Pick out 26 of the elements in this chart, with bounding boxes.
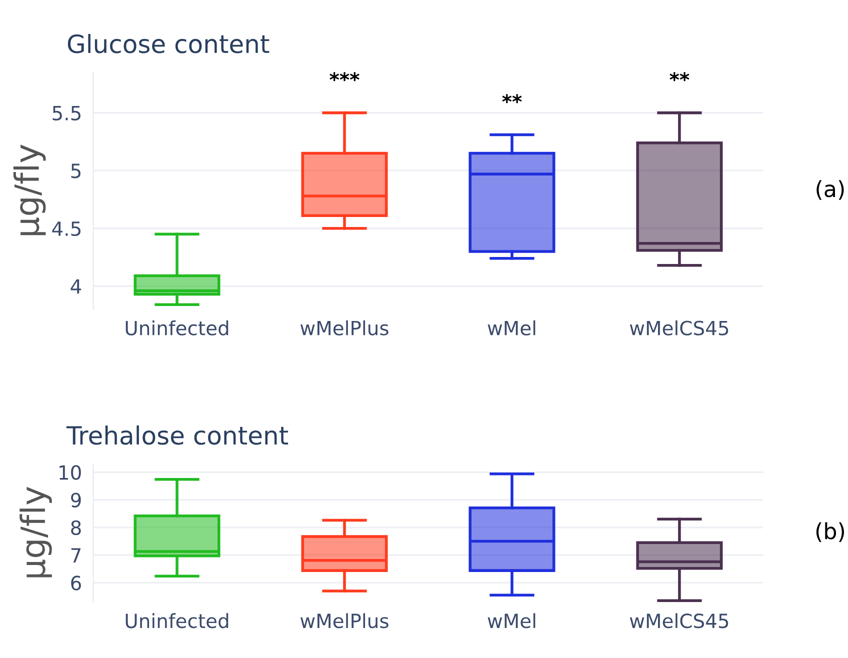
- y-tick-label: 7: [71, 548, 81, 562]
- x-tick-label: Uninfected: [126, 320, 228, 336]
- y-tick-label: 9: [71, 492, 81, 508]
- annotation: **: [670, 72, 690, 82]
- y-axis-title: µg/fly: [13, 144, 46, 236]
- text: (a): [816, 180, 844, 200]
- chart-title: Trehalose content: [66, 425, 288, 445]
- x-tick-label: wMelPlus: [300, 320, 388, 336]
- y-axis-title: µg/fly: [20, 486, 52, 578]
- y-tick-label: 5: [71, 164, 80, 178]
- y-tick-label: 10: [60, 465, 81, 480]
- y-tick-label: 5.5: [52, 106, 80, 120]
- text: (b): [816, 522, 844, 542]
- x-tick-label: wMelCS45: [630, 613, 728, 628]
- chart-title: Glucose content: [68, 34, 270, 54]
- x-tick-label: wMel: [488, 613, 536, 628]
- x-tick-label: wMel: [488, 320, 536, 336]
- annotation: **: [502, 94, 522, 104]
- y-tick-label: 4: [70, 279, 82, 294]
- x-tick-label: wMelCS45: [630, 320, 728, 336]
- x-tick-label: Uninfected: [126, 613, 228, 628]
- y-tick-label: 4.5: [52, 222, 80, 236]
- y-tick-label: 8: [71, 520, 81, 536]
- annotation: ***: [330, 72, 360, 82]
- x-tick-label: wMelPlus: [300, 613, 388, 628]
- y-tick-label: 6: [71, 576, 81, 590]
